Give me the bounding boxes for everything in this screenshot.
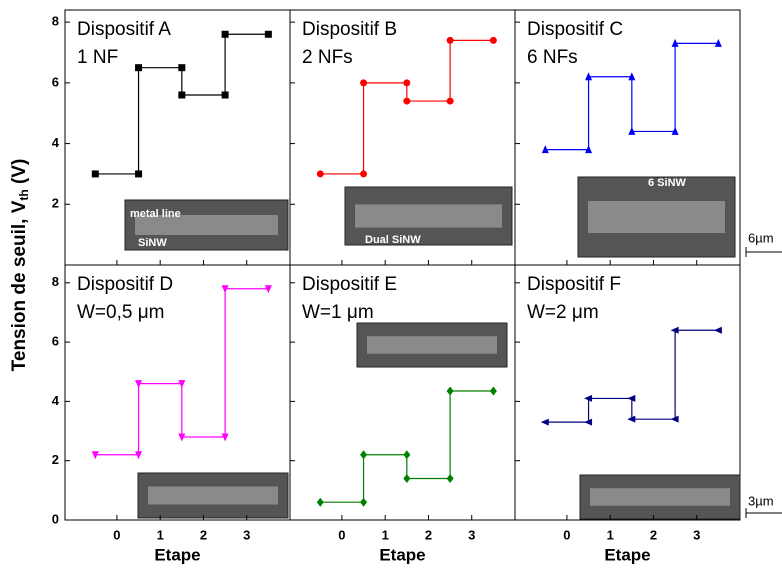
sem-wire	[588, 201, 725, 233]
y-tick-label: 4	[52, 135, 60, 150]
x-tick-label: 3	[243, 527, 250, 542]
panel-label: W=0,5 μm	[77, 302, 165, 323]
x-tick-label: 1	[607, 527, 614, 542]
data-point	[671, 38, 679, 47]
data-point	[713, 326, 722, 334]
scale-label: 3µm	[748, 493, 774, 508]
data-point	[221, 30, 229, 38]
sem-wire	[135, 215, 278, 235]
y-tick-label: 8	[52, 274, 59, 289]
panel-label: 6 NFs	[527, 47, 578, 68]
data-point	[91, 170, 99, 178]
inset-annotation: metal line	[130, 208, 181, 220]
y-tick-label: 4	[52, 393, 60, 408]
y-tick-label: 2	[52, 452, 59, 467]
inset-annotation: Dual SiNW	[365, 234, 421, 246]
data-point	[403, 97, 411, 105]
data-point	[178, 91, 186, 99]
data-point	[489, 36, 497, 44]
data-point	[264, 30, 272, 38]
data-point	[540, 418, 549, 426]
inset-annotation: 6 SiNW	[648, 177, 687, 189]
data-point	[178, 433, 186, 442]
data-point	[316, 170, 324, 178]
x-tick-label: 0	[338, 527, 345, 542]
sem-wire	[367, 336, 497, 354]
y-label-main: Tension de seuil, V	[9, 200, 30, 371]
panel-label: W=1 μm	[302, 302, 374, 323]
y-tick-label: 8	[52, 14, 59, 29]
x-tick-label: 1	[157, 527, 164, 542]
inset-annotation: SiNW	[138, 237, 167, 249]
plot-frame	[514, 264, 741, 521]
data-point	[221, 285, 229, 294]
y-axis-label: Tension de seuil, Vth (V)	[9, 159, 31, 372]
data-point	[628, 126, 636, 135]
data-point	[585, 72, 593, 81]
data-point	[360, 79, 368, 87]
sem-wire	[148, 486, 278, 505]
data-point	[670, 326, 679, 334]
panel-label: Dispositif C	[527, 19, 623, 40]
data-point	[135, 64, 143, 72]
y-tick-label: 0	[52, 511, 59, 526]
panel-label: W=2 μm	[527, 302, 599, 323]
panel-label: Dispositif E	[302, 274, 397, 295]
data-point	[264, 285, 272, 294]
x-tick-label: 2	[200, 527, 207, 542]
panel-label: Dispositif A	[77, 19, 171, 40]
panel-label: Dispositif B	[302, 19, 397, 40]
y-label-unit: (V)	[9, 159, 30, 190]
y-tick-label: 6	[52, 334, 59, 349]
sem-wire	[590, 488, 730, 506]
data-point	[541, 145, 549, 154]
data-point	[584, 394, 593, 402]
data-point	[316, 497, 324, 507]
x-tick-label: 3	[468, 527, 475, 542]
panel-label: 2 NFs	[302, 47, 353, 68]
x-tick-label: 2	[650, 527, 657, 542]
panel-label: 1 NF	[77, 47, 118, 68]
y-tick-label: 6	[52, 74, 59, 89]
y-label-sub: th	[17, 189, 31, 200]
x-tick-label: 1	[382, 527, 389, 542]
panel-label: Dispositif F	[527, 274, 621, 295]
data-point	[221, 433, 229, 442]
data-point	[446, 386, 454, 396]
scale-label: 6µm	[748, 230, 774, 245]
x-tick-label: 0	[113, 527, 120, 542]
data-point	[446, 36, 454, 44]
data-point	[91, 451, 99, 460]
x-tick-label: 0	[563, 527, 570, 542]
x-axis-label: Etape	[604, 545, 650, 564]
data-point	[403, 473, 411, 483]
sem-wire	[355, 204, 502, 228]
panel-label: Dispositif D	[77, 274, 173, 295]
data-point	[489, 386, 497, 396]
x-tick-label: 2	[425, 527, 432, 542]
data-point	[135, 380, 143, 389]
data-point	[628, 72, 636, 81]
x-tick-label: 3	[693, 527, 700, 542]
x-axis-label: Etape	[379, 545, 425, 564]
data-point	[360, 450, 368, 460]
data-point	[135, 451, 143, 460]
y-tick-label: 2	[52, 196, 59, 211]
data-point	[714, 38, 722, 47]
data-point	[627, 415, 636, 423]
x-axis-label: Etape	[154, 545, 200, 564]
